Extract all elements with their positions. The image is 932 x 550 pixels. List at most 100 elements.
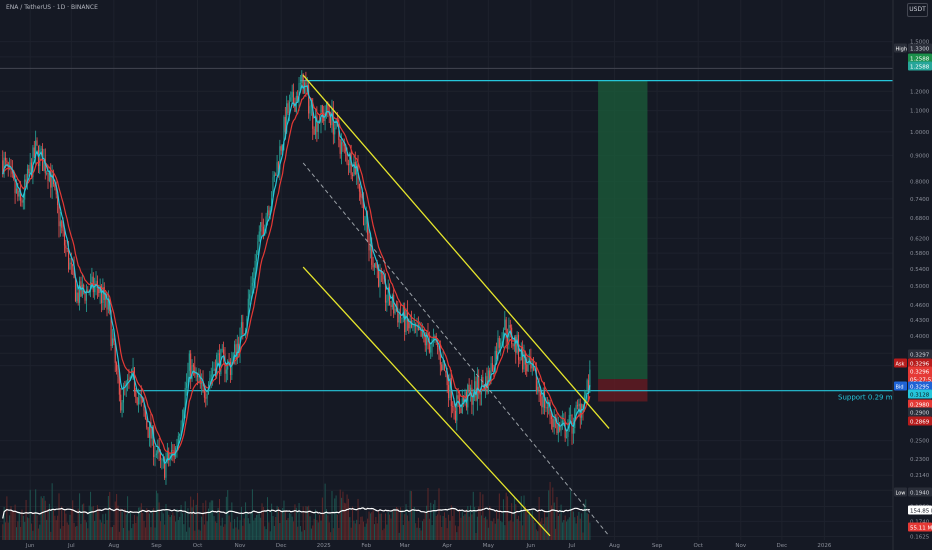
candle-body <box>327 102 329 111</box>
volume-bar <box>486 519 488 540</box>
volume-bar <box>583 503 585 540</box>
volume-bar <box>212 500 214 540</box>
symbol-title[interactable]: ENA / TetherUS · 1D · BINANCE <box>6 4 98 11</box>
volume-bar <box>395 506 397 540</box>
x-tick-label: Feb <box>361 543 371 549</box>
volume-value-bg <box>908 505 932 515</box>
volume-bar <box>368 511 370 540</box>
volume-bar <box>496 510 498 540</box>
volume-bar <box>151 509 153 540</box>
volume-bar <box>539 521 541 540</box>
candle-body <box>183 409 185 419</box>
volume-bar <box>470 505 472 540</box>
volume-bar <box>250 511 252 540</box>
candle-body <box>512 343 514 347</box>
candle-body <box>413 324 415 327</box>
countdown-bg <box>908 374 932 384</box>
candle-body <box>321 105 323 113</box>
volume-bar <box>579 518 581 540</box>
volume-bar <box>70 509 72 540</box>
y-tick-label: 0.8000 <box>910 180 930 186</box>
volume-bar <box>317 522 319 540</box>
volume-bar <box>360 516 362 540</box>
currency-button[interactable]: USDT <box>907 3 928 17</box>
volume-bar <box>334 498 336 540</box>
candle-body <box>490 363 492 382</box>
candle-body <box>498 338 500 348</box>
x-tick-label: Dec <box>276 543 287 549</box>
volume-bar <box>72 500 74 540</box>
candle-body <box>439 349 441 365</box>
candle-body <box>560 425 562 431</box>
channel-line <box>302 74 610 429</box>
candle-body <box>350 152 352 175</box>
volume-bar <box>214 521 216 540</box>
candle-body <box>161 459 163 461</box>
volume-bar <box>424 512 426 540</box>
volume-bar <box>531 510 533 540</box>
candle-body <box>342 142 344 145</box>
volume-bar <box>121 511 123 540</box>
volume-bar <box>416 527 418 540</box>
candle-body <box>162 458 164 460</box>
volume-bar <box>88 505 90 540</box>
candle-body <box>535 370 537 392</box>
volume-bar <box>139 507 141 540</box>
candle-body <box>489 370 491 382</box>
candle-body <box>545 407 547 409</box>
candle-body <box>122 385 124 403</box>
candle-body <box>353 161 355 176</box>
candle-body <box>190 353 192 380</box>
volume-bar <box>114 501 116 540</box>
volume-bar <box>336 514 338 540</box>
volume-bar <box>254 517 256 540</box>
volume-bar <box>516 518 518 540</box>
candle-body <box>519 359 521 361</box>
candle-body <box>132 367 134 370</box>
volume-bar <box>235 527 237 540</box>
candle-body <box>125 381 127 387</box>
volume-bar <box>439 515 441 540</box>
volume-bar <box>302 506 304 540</box>
support-value: 0.3128 <box>910 393 930 399</box>
candle-body <box>360 191 362 198</box>
candle-body <box>114 343 116 363</box>
candle-body <box>159 452 162 460</box>
volume-bar <box>400 507 402 540</box>
candle-body <box>406 310 408 322</box>
candle-body <box>168 451 170 461</box>
candle-body <box>346 151 348 164</box>
volume-bar <box>538 496 540 540</box>
volume-bar <box>157 493 159 540</box>
volume-bar <box>257 514 259 540</box>
candle-body <box>129 377 131 380</box>
volume-bar <box>288 513 290 540</box>
candle-body <box>250 285 252 295</box>
volume-bar <box>242 525 244 540</box>
volume-bar <box>325 508 327 540</box>
candle-body <box>334 127 336 135</box>
volume-bar <box>367 518 369 540</box>
candle-body <box>35 140 37 157</box>
candle-body <box>456 395 458 421</box>
candle-body <box>324 115 326 122</box>
candle-body <box>539 392 541 397</box>
candle-body <box>527 362 529 372</box>
volume-bar <box>198 529 200 540</box>
candle-body <box>280 146 282 151</box>
candle-body <box>390 305 392 307</box>
volume-bar <box>240 506 242 540</box>
candle-body <box>372 264 374 268</box>
candle-body <box>69 262 71 270</box>
volume-bar <box>127 496 129 540</box>
candle-body <box>65 245 67 249</box>
x-tick-label: Sep <box>151 543 162 549</box>
volume-bar <box>20 526 22 540</box>
volume-bar <box>13 511 15 540</box>
candle-body <box>166 451 168 462</box>
volume-bar <box>347 498 349 540</box>
candle-body <box>240 322 242 328</box>
volume-bar <box>116 494 118 540</box>
target-value-top-bg <box>908 53 932 63</box>
